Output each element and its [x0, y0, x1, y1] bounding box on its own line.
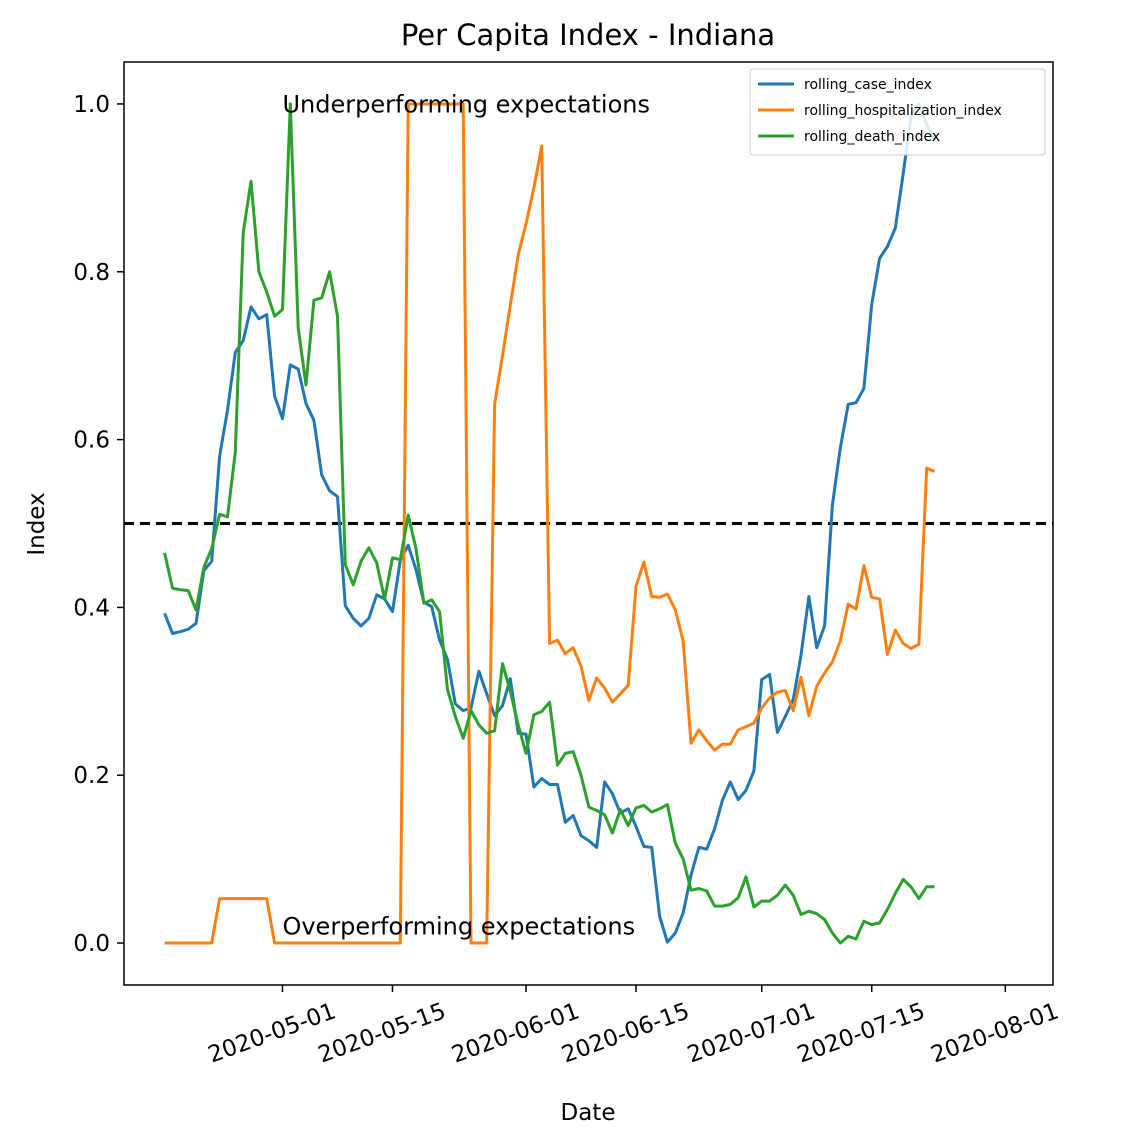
annotations: Underperforming expectations Overperformi… [282, 90, 650, 940]
x-tick-label: 2020-07-15 [794, 998, 929, 1068]
x-axis-label: Date [561, 1100, 616, 1126]
chart-title: Per Capita Index - Indiana [401, 18, 775, 52]
series-line-rolling-hospitalization-index [164, 102, 936, 945]
axes-frame [123, 61, 1054, 986]
series-line-rolling-case-index [163, 102, 936, 944]
legend-label: rolling_case_index [804, 77, 932, 93]
y-tick-label: 0.2 [73, 763, 110, 789]
x-tick-label: 2020-08-01 [928, 998, 1063, 1068]
y-tick-label: 0.8 [73, 260, 110, 286]
legend-label: rolling_death_index [804, 129, 940, 145]
x-tick-label: 2020-05-15 [315, 998, 450, 1068]
y-tick-label: 1.0 [73, 92, 110, 118]
y-axis: 0.0 0.2 0.4 0.6 0.8 1.0 [73, 92, 124, 957]
y-tick-label: 0.6 [73, 428, 110, 454]
y-tick-label: 0.4 [73, 595, 110, 621]
legend: rolling_case_index rolling_hospitalizatio… [749, 68, 1046, 156]
plot-area [124, 102, 1053, 945]
y-tick-label: 0.0 [73, 931, 110, 957]
annotation-text: Overperforming expectations [282, 913, 635, 941]
x-tick-label: 2020-06-15 [558, 998, 693, 1068]
y-axis-label: Index [24, 492, 50, 555]
series-line-rolling-death-index [163, 102, 935, 945]
legend-label: rolling_hospitalization_index [804, 103, 1002, 119]
annotation-text: Underperforming expectations [282, 90, 650, 118]
legend-box [749, 68, 1046, 156]
